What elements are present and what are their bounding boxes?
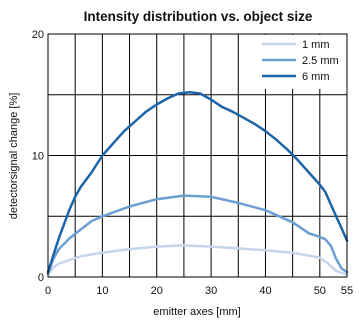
y-axis-label: detectorsignal change [%] xyxy=(8,93,20,220)
x-tick-label: 50 xyxy=(314,285,326,297)
x-tick-label: 30 xyxy=(205,285,217,297)
tick-labels: 0 10 20 30 40 50 55 0 10 20 xyxy=(32,29,353,297)
chart-title: Intensity distribution vs. object size xyxy=(84,9,313,24)
y-tick-label: 20 xyxy=(32,29,44,41)
x-tick-label: 40 xyxy=(259,285,271,297)
x-tick-label: 20 xyxy=(151,285,163,297)
series-line-0 xyxy=(46,244,349,276)
x-tick-label: 10 xyxy=(96,285,108,297)
series-line-1 xyxy=(46,194,349,275)
y-tick-label: 0 xyxy=(38,272,44,284)
series-group xyxy=(46,91,349,276)
x-tick-label: 0 xyxy=(45,285,51,297)
legend-label-0: 1 mm xyxy=(302,39,330,51)
legend: 1 mm 2.5 mm 6 mm xyxy=(247,35,346,89)
y-tick-label: 10 xyxy=(32,151,44,163)
legend-label-2: 6 mm xyxy=(302,71,330,83)
series-line-2 xyxy=(46,91,349,274)
legend-label-1: 2.5 mm xyxy=(302,55,339,67)
x-axis-label: emitter axes [mm] xyxy=(153,306,240,318)
plot-frame xyxy=(47,33,348,278)
x-tick-label: 55 xyxy=(341,285,353,297)
